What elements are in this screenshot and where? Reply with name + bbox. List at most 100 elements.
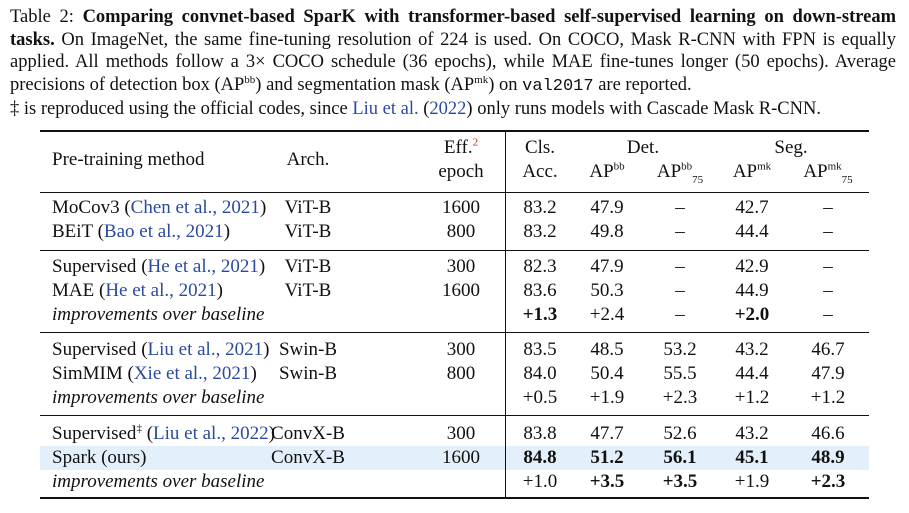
ap-mk-cell: 44.9 <box>735 280 769 301</box>
ap75-bb-cell: +2.3 <box>662 387 698 408</box>
ap-mk-cell: 45.1 <box>735 447 769 468</box>
ap-bb-cell: 47.7 <box>590 423 624 444</box>
ap75-bb-cell: – <box>675 304 685 325</box>
method-name: BEiT <box>52 221 93 242</box>
epoch-cell: 300 <box>446 256 476 277</box>
method-citation[interactable]: Chen et al., 2021 <box>130 197 260 218</box>
ap75-mk-cell: – <box>823 280 833 301</box>
caption-text-6: only runs models with Cascade Mask R-CNN… <box>477 99 821 120</box>
ap-mk-cell: 42.7 <box>735 197 769 218</box>
caption-sup-mk: mk <box>474 73 489 86</box>
method-citation[interactable]: Liu et al., 2021 <box>147 339 264 360</box>
method-cell: BEiT (Bao et al., 2021) <box>52 221 231 242</box>
caption-text-2: ) and segmentation mask (AP <box>255 74 475 95</box>
ap75-mk-cell: +1.2 <box>810 387 846 408</box>
ap-bb-cell: 51.2 <box>590 447 624 468</box>
ap75-bb-cell: – <box>675 221 685 242</box>
header-seg: Seg. <box>774 137 808 158</box>
method-cell: SimMIM (Xie et al., 2021) <box>52 363 257 384</box>
header-cls: Cls. <box>524 137 556 158</box>
ap-mk-cell: +1.9 <box>734 471 770 492</box>
caption-title: Comparing convnet-based SparK with trans… <box>10 7 897 50</box>
group-rule-2 <box>40 332 869 333</box>
method-citation[interactable]: Liu et al., 2022 <box>153 423 269 444</box>
cls-acc-cell: +1.0 <box>522 471 558 492</box>
header-det: Det. <box>626 137 660 158</box>
table-bottom-rule <box>40 497 869 499</box>
method-name: Supervised <box>52 256 137 277</box>
cls-acc-cell: 83.8 <box>523 423 557 444</box>
arch-cell: ViT-B <box>284 197 332 218</box>
ap75-mk-cell: – <box>823 256 833 277</box>
method-citation[interactable]: Bao et al., 2021 <box>103 221 224 242</box>
cls-acc-cell: 83.5 <box>523 339 557 360</box>
header-eff-label: Eff. <box>443 137 473 158</box>
caption-text-5: ‡ is reproduced using the official codes… <box>10 99 348 120</box>
footnote-ref-2[interactable]: 2 <box>472 136 479 149</box>
ap75-mk-cell: 47.9 <box>811 363 845 384</box>
method-name: Supervised <box>52 339 137 360</box>
table-row: BEiT (Bao et al., 2021) ViT-B 800 83.2 4… <box>40 220 869 244</box>
method-name: SimMIM <box>52 363 123 384</box>
epoch-cell: 300 <box>446 339 476 360</box>
cls-acc-cell: 83.2 <box>523 197 557 218</box>
table-row: Supervised‡ (Liu et al., 2022) ConvX-B 3… <box>40 422 869 446</box>
method-cell: improvements over baseline <box>52 304 265 325</box>
ap-bb-cell: 49.8 <box>590 221 624 242</box>
table-row: MAE (He et al., 2021) ViT-B 1600 83.6 50… <box>40 279 869 303</box>
ap-mk-cell: 44.4 <box>735 221 769 242</box>
ap-mk-cell: +2.0 <box>734 304 770 325</box>
ap75-bb-cell: – <box>675 256 685 277</box>
method-cell: Supervised‡ (Liu et al., 2022) <box>52 422 275 444</box>
header-ap75-bb: APbb75 <box>645 160 715 186</box>
method-citation[interactable]: Xie et al., 2021 <box>133 363 251 384</box>
ap-bb-cell: 50.4 <box>590 363 624 384</box>
highlight-row-ours <box>40 446 869 470</box>
table-row-improvements: improvements over baseline +1.0 +3.5 +3.… <box>40 470 869 494</box>
header-ap-mk: APmk <box>717 160 787 184</box>
sub75: 75 <box>841 174 853 186</box>
ap75-bb-cell: – <box>675 280 685 301</box>
table-row-ours: Spark (ours) ConvX-B 1600 84.8 51.2 56.1… <box>40 446 869 470</box>
ap75-bb-cell: 52.6 <box>663 423 697 444</box>
method-cell: improvements over baseline <box>52 471 265 492</box>
cls-acc-cell: 84.8 <box>523 447 557 468</box>
mk-sup: mk <box>757 160 772 173</box>
method-name: Supervised <box>52 423 137 444</box>
arch-cell: ConvX-B <box>271 447 345 468</box>
caption-text-3: ) on <box>488 74 518 95</box>
header-ap-bb: APbb <box>572 160 642 184</box>
table-vertical-divider <box>505 130 506 498</box>
caption-citation-year[interactable]: 2022 <box>429 99 467 120</box>
epoch-cell: 800 <box>446 363 476 384</box>
header-eff: Eff.2 <box>416 136 506 160</box>
arch-cell: ViT-B <box>284 256 332 277</box>
header-acc: Acc. <box>522 161 558 182</box>
cls-acc-cell: +0.5 <box>522 387 558 408</box>
table-row: SimMIM (Xie et al., 2021) Swin-B 800 84.… <box>40 362 869 386</box>
ap-mk-cell: 42.9 <box>735 256 769 277</box>
bb-sup: bb <box>681 160 693 173</box>
ap-mk-cell: 43.2 <box>735 339 769 360</box>
caption-citation-author[interactable]: Liu et al. <box>352 99 419 120</box>
ap75-mk-cell: +2.3 <box>810 471 846 492</box>
cls-acc-cell: +1.3 <box>522 304 558 325</box>
method-citation[interactable]: He et al., 2021 <box>147 256 259 277</box>
arch-cell: ViT-B <box>284 221 332 242</box>
ap75-mk-cell: 48.9 <box>811 447 845 468</box>
epoch-cell: 1600 <box>442 280 480 301</box>
method-cell: Supervised (He et al., 2021) <box>52 256 266 277</box>
group-rule-3 <box>40 415 869 416</box>
table-row: MoCov3 (Chen et al., 2021) ViT-B 1600 83… <box>40 196 869 220</box>
arch-cell: Swin-B <box>278 363 338 384</box>
epoch-cell: 800 <box>446 221 476 242</box>
reproduced-mark: ‡ <box>136 422 142 435</box>
table-row-improvements: improvements over baseline +0.5 +1.9 +2.… <box>40 386 869 410</box>
ap-bb-cell: 50.3 <box>590 280 624 301</box>
method-citation[interactable]: He et al., 2021 <box>105 280 217 301</box>
ap-bb-cell: 47.9 <box>590 197 624 218</box>
ap-label: AP <box>656 161 682 182</box>
method-cell: improvements over baseline <box>52 387 265 408</box>
ap-label: AP <box>803 161 828 182</box>
table-caption: Table 2: Comparing convnet-based SparK w… <box>10 7 897 120</box>
